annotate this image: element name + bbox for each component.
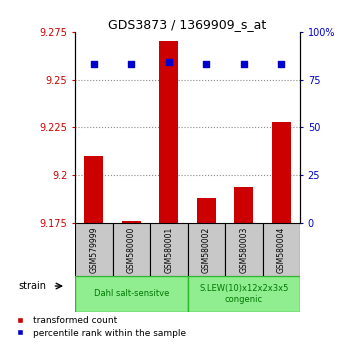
Text: GSM580003: GSM580003 — [239, 226, 248, 273]
Bar — [235, 187, 253, 223]
Text: GSM580002: GSM580002 — [202, 227, 211, 273]
Bar — [159, 41, 178, 223]
Point — [91, 62, 97, 67]
Text: GSM580000: GSM580000 — [127, 226, 136, 273]
Bar — [272, 122, 291, 223]
Bar — [75, 276, 188, 312]
Point — [129, 62, 134, 67]
Bar — [225, 223, 263, 276]
Text: GSM579999: GSM579999 — [89, 226, 98, 273]
Bar — [263, 223, 300, 276]
Bar — [113, 223, 150, 276]
Bar — [188, 276, 300, 312]
Bar — [84, 156, 103, 223]
Bar — [122, 221, 140, 223]
Bar — [188, 223, 225, 276]
Point — [279, 62, 284, 67]
Point — [204, 62, 209, 67]
Text: strain: strain — [19, 281, 47, 291]
Point — [241, 62, 247, 67]
Legend: transformed count, percentile rank within the sample: transformed count, percentile rank withi… — [11, 316, 186, 338]
Title: GDS3873 / 1369909_s_at: GDS3873 / 1369909_s_at — [108, 18, 267, 31]
Bar — [197, 198, 216, 223]
Text: Dahl salt-sensitve: Dahl salt-sensitve — [93, 289, 169, 298]
Bar — [75, 223, 113, 276]
Text: GSM580001: GSM580001 — [164, 227, 173, 273]
Point — [166, 59, 172, 65]
Text: S.LEW(10)x12x2x3x5
congenic: S.LEW(10)x12x2x3x5 congenic — [199, 284, 288, 303]
Text: GSM580004: GSM580004 — [277, 226, 286, 273]
Bar — [150, 223, 188, 276]
